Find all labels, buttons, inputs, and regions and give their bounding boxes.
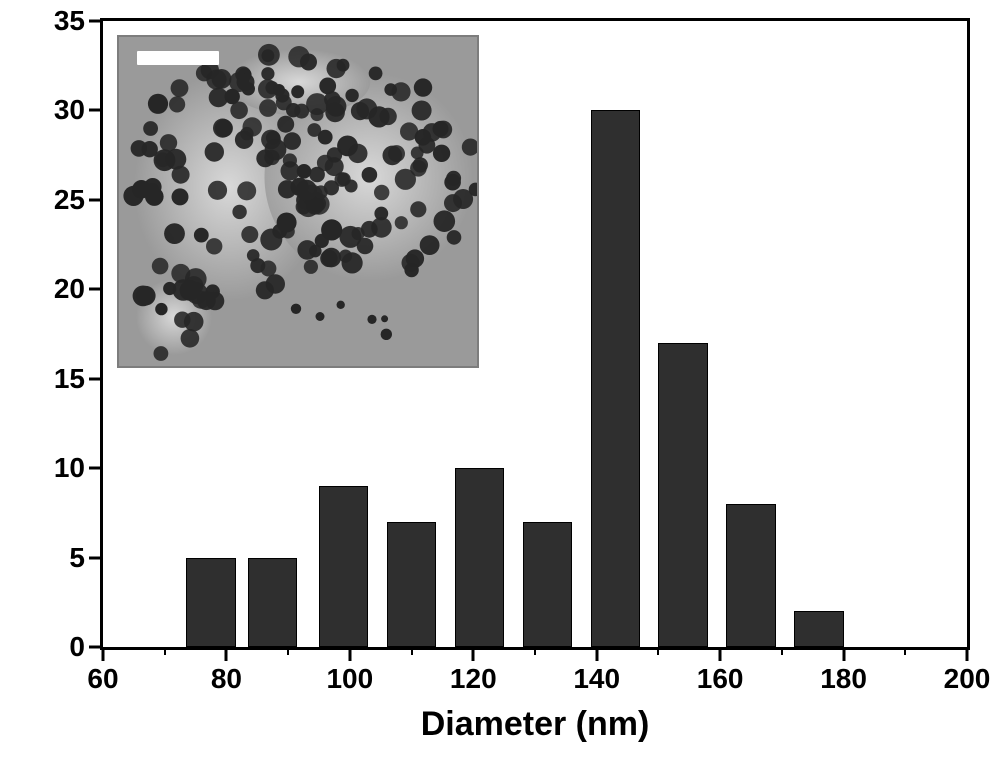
histogram-bar bbox=[523, 522, 572, 647]
scale-bar bbox=[137, 51, 219, 65]
x-tick-label: 80 bbox=[211, 663, 242, 695]
y-tick bbox=[89, 556, 103, 559]
x-tick bbox=[472, 647, 475, 661]
y-tick bbox=[89, 646, 103, 649]
x-tick-minor bbox=[657, 647, 659, 655]
histogram-bar bbox=[658, 343, 707, 647]
y-tick bbox=[89, 288, 103, 291]
histogram-bar bbox=[319, 486, 368, 647]
x-tick-label: 120 bbox=[450, 663, 497, 695]
x-tick-minor bbox=[287, 647, 289, 655]
x-tick-minor bbox=[904, 647, 906, 655]
inset-micrograph bbox=[117, 35, 479, 368]
x-tick-label: 100 bbox=[326, 663, 373, 695]
x-tick-label: 60 bbox=[87, 663, 118, 695]
x-tick bbox=[225, 647, 228, 661]
y-tick bbox=[89, 109, 103, 112]
x-tick-label: 200 bbox=[944, 663, 991, 695]
y-tick-label: 20 bbox=[54, 273, 85, 305]
histogram-bar bbox=[794, 611, 843, 647]
x-tick bbox=[595, 647, 598, 661]
histogram-bar bbox=[455, 468, 504, 647]
y-tick bbox=[89, 20, 103, 23]
figure-root: 60 80 100 120 140 160 180 200 0 5 10 15 20 25 30 35 Dia… bbox=[0, 0, 1000, 777]
histogram-bar bbox=[387, 522, 436, 647]
y-tick-label: 35 bbox=[54, 5, 85, 37]
histogram-bar bbox=[186, 558, 235, 647]
x-tick bbox=[966, 647, 969, 661]
y-axis-label: Counts bbox=[0, 275, 6, 392]
histogram-bar bbox=[726, 504, 775, 647]
histogram-bar bbox=[248, 558, 297, 647]
plot-frame: 608010012014016018020005101520253035 Dia… bbox=[100, 18, 970, 650]
x-tick-minor bbox=[164, 647, 166, 655]
y-tick-label: 25 bbox=[54, 184, 85, 216]
y-tick bbox=[89, 377, 103, 380]
y-tick bbox=[89, 467, 103, 470]
x-tick-label: 180 bbox=[820, 663, 867, 695]
x-tick bbox=[348, 647, 351, 661]
x-axis-label: Diameter (nm) bbox=[421, 705, 650, 744]
y-tick-label: 30 bbox=[54, 94, 85, 126]
x-tick-label: 160 bbox=[697, 663, 744, 695]
micrograph-svg bbox=[119, 37, 479, 368]
x-tick bbox=[842, 647, 845, 661]
y-tick bbox=[89, 198, 103, 201]
y-tick-label: 10 bbox=[54, 452, 85, 484]
x-tick-minor bbox=[781, 647, 783, 655]
x-tick-minor bbox=[534, 647, 536, 655]
x-tick bbox=[719, 647, 722, 661]
y-tick-label: 0 bbox=[69, 631, 85, 663]
y-tick-label: 5 bbox=[69, 542, 85, 574]
x-tick bbox=[102, 647, 105, 661]
x-tick-minor bbox=[411, 647, 413, 655]
y-tick-label: 15 bbox=[54, 363, 85, 395]
histogram-bar bbox=[591, 110, 640, 647]
x-tick-label: 140 bbox=[573, 663, 620, 695]
